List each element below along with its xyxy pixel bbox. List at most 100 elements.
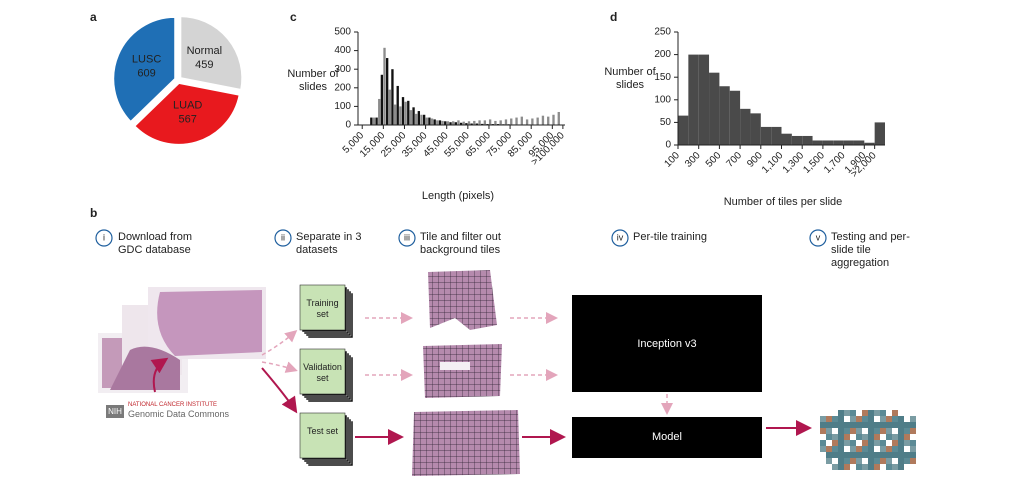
y-tick-label: 250 <box>654 27 671 38</box>
output-tile <box>880 464 886 470</box>
bar <box>383 47 386 126</box>
bar <box>473 120 476 125</box>
bar <box>433 119 436 125</box>
bar <box>446 121 450 125</box>
bar <box>449 122 452 125</box>
output-tile <box>874 464 880 470</box>
output-tile <box>832 458 838 464</box>
y-axis-label: Number of slides <box>604 66 656 91</box>
output-tile <box>880 440 886 446</box>
panel-label: a <box>90 10 97 24</box>
output-tile <box>898 446 904 452</box>
step-text: Tile and filter out background tiles <box>420 231 501 256</box>
output-tile <box>874 416 880 422</box>
x-tick-label: 700 <box>725 150 745 170</box>
output-tile <box>856 440 862 446</box>
output-tile <box>892 428 898 434</box>
output-tile <box>898 440 904 446</box>
output-tile <box>868 422 874 428</box>
bar <box>415 113 418 125</box>
bar <box>425 117 428 125</box>
output-tile <box>892 434 898 440</box>
dataset-label: Validation set <box>303 362 342 383</box>
output-tile <box>880 434 886 440</box>
pie-slice <box>179 15 244 92</box>
output-tile <box>838 464 844 470</box>
source-org: NATIONAL CANCER INSTITUTE <box>128 402 218 408</box>
histogram-bar <box>853 140 865 145</box>
step-circle <box>398 229 416 247</box>
histogram-bar <box>760 126 772 145</box>
model-label: Model <box>652 431 682 443</box>
output-tile <box>886 428 892 434</box>
output-tile <box>832 464 838 470</box>
bar <box>499 120 502 125</box>
y-tick-label: 100 <box>654 94 671 105</box>
output-tile <box>868 428 874 434</box>
bar <box>536 117 539 125</box>
bar <box>401 97 405 125</box>
bar <box>428 117 431 125</box>
output-tile <box>844 434 850 440</box>
output-tile <box>898 422 904 428</box>
output-tile <box>844 410 850 416</box>
histogram-bar <box>709 72 720 145</box>
bar <box>451 121 455 125</box>
output-tile <box>880 458 886 464</box>
x-axis-label: Number of tiles per slide <box>723 196 843 208</box>
output-tile <box>844 428 850 434</box>
dataset-label: Test set <box>306 426 338 436</box>
output-tile <box>892 410 898 416</box>
output-tile <box>892 458 898 464</box>
output-tile <box>904 416 910 422</box>
output-tile <box>880 416 886 422</box>
y-tick-label: 50 <box>660 117 672 128</box>
bar <box>557 111 560 125</box>
output-tile <box>868 410 874 416</box>
output-tile <box>850 416 856 422</box>
bar <box>391 69 394 125</box>
output-tile <box>838 446 844 452</box>
x-tick-label: 1,100 <box>760 150 786 176</box>
bar <box>436 120 439 125</box>
output-tile <box>832 440 838 446</box>
bar <box>494 120 497 125</box>
output-tile <box>844 416 850 422</box>
output-tile <box>910 434 916 440</box>
y-tick-label: 0 <box>345 120 351 131</box>
output-tile <box>826 458 832 464</box>
dataset-label: Training set <box>306 298 339 319</box>
bar <box>420 114 423 125</box>
x-tick-label: 1,300 <box>781 150 807 176</box>
bar <box>515 117 518 125</box>
histogram-bar <box>719 86 730 145</box>
histogram-bar <box>791 135 803 145</box>
output-tile <box>862 434 868 440</box>
output-tile <box>862 428 868 434</box>
histogram-bar <box>698 54 710 145</box>
histogram-bar <box>874 122 885 145</box>
output-tile <box>910 458 916 464</box>
x-tick-label: 1,500 <box>801 150 827 176</box>
output-tile <box>826 416 832 422</box>
output-tile <box>844 440 850 446</box>
output-tile <box>862 440 868 446</box>
bar <box>430 118 434 125</box>
slice-label: Normal <box>187 45 222 57</box>
output-tile <box>868 458 874 464</box>
histogram-bar <box>688 54 699 145</box>
output-tile <box>832 428 838 434</box>
output-tile <box>856 446 862 452</box>
bar <box>388 89 391 125</box>
arrow <box>261 330 298 356</box>
output-tile <box>892 422 898 428</box>
output-tile <box>886 422 892 428</box>
output-tile <box>850 422 856 428</box>
y-tick-label: 150 <box>654 72 671 83</box>
output-tile <box>850 440 856 446</box>
output-tile <box>850 428 856 434</box>
output-tile <box>910 446 916 452</box>
bar <box>488 119 492 125</box>
model-label: Inception v3 <box>637 338 697 350</box>
output-tile <box>880 452 886 458</box>
